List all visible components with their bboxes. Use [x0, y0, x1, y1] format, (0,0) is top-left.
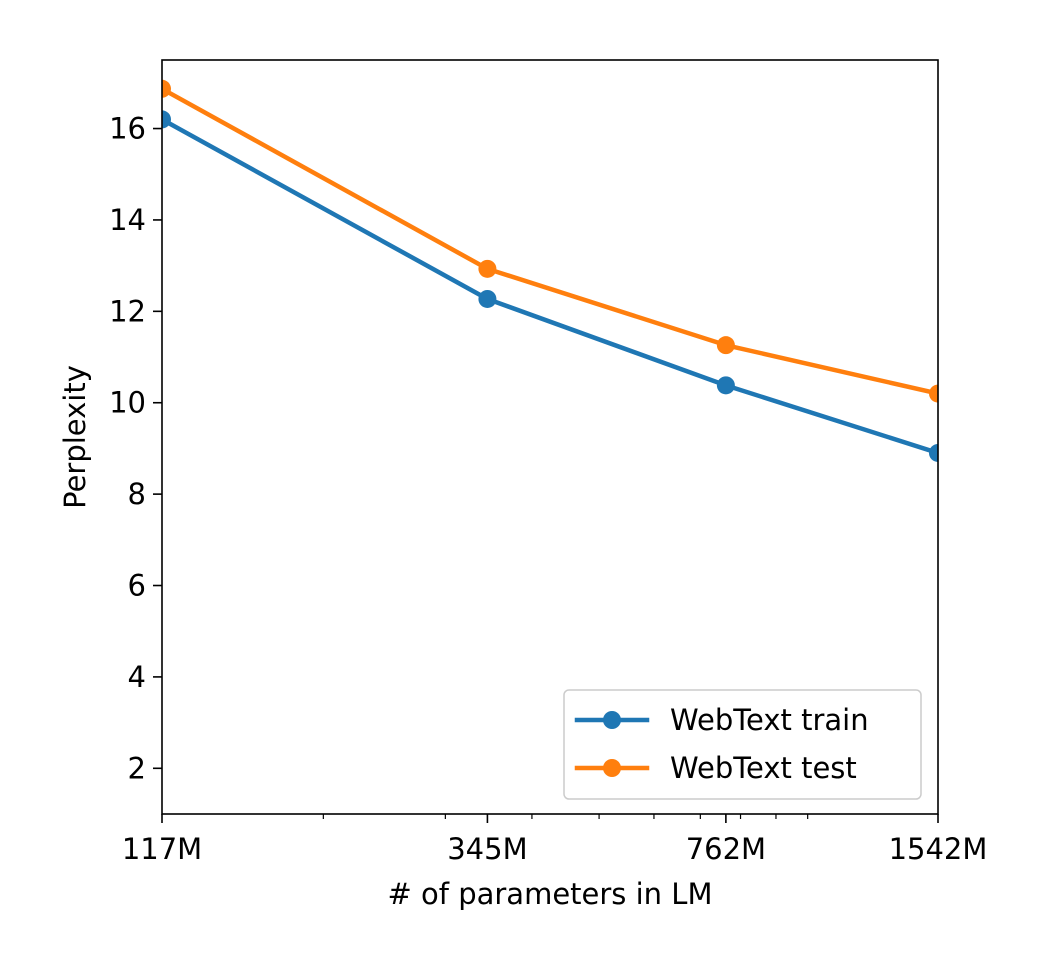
data-point-train [716, 376, 735, 395]
data-point-test [716, 336, 735, 355]
y-tick-label: 12 [109, 294, 146, 328]
x-tick-label: 117M [122, 832, 202, 866]
data-point-train [929, 443, 938, 462]
legend-test-label: WebText test [670, 751, 857, 785]
data-point-test [929, 384, 938, 403]
y-axis-label: Perplexity [58, 365, 92, 509]
y-tick-label: 2 [128, 751, 146, 785]
x-tick-label: 762M [686, 832, 766, 866]
legend-test-swatch-marker [603, 759, 621, 777]
x-tick-label: 345M [447, 832, 527, 866]
y-tick-label: 8 [128, 477, 146, 511]
x-minor-ticks [322, 814, 809, 819]
legend-train-swatch-marker [603, 711, 621, 729]
y-tick-label: 10 [109, 386, 146, 420]
data-point-test [162, 79, 171, 98]
series-line-train [162, 116, 938, 456]
legend-box [563, 689, 922, 800]
data-point-train [162, 110, 171, 129]
y-tick-label: 4 [128, 660, 146, 694]
series-line-test [162, 86, 938, 396]
series-layer [162, 79, 938, 462]
y-tick-label: 6 [128, 569, 146, 603]
y-tick-label: 14 [109, 203, 146, 237]
legend: WebText train WebText test [563, 689, 922, 800]
data-point-test [478, 259, 497, 278]
legend-train-label: WebText train [670, 703, 869, 737]
y-axis-ticks: 2 4 6 8 10 12 14 16 [109, 112, 162, 785]
plot-frame [161, 59, 939, 815]
x-axis-ticks: 117M 345M 762M 1542M [122, 814, 988, 866]
x-axis-label: # of parameters in LM [388, 877, 713, 911]
data-point-train [478, 289, 497, 308]
x-tick-label: 1542M [889, 832, 988, 866]
y-tick-label: 16 [109, 112, 146, 146]
